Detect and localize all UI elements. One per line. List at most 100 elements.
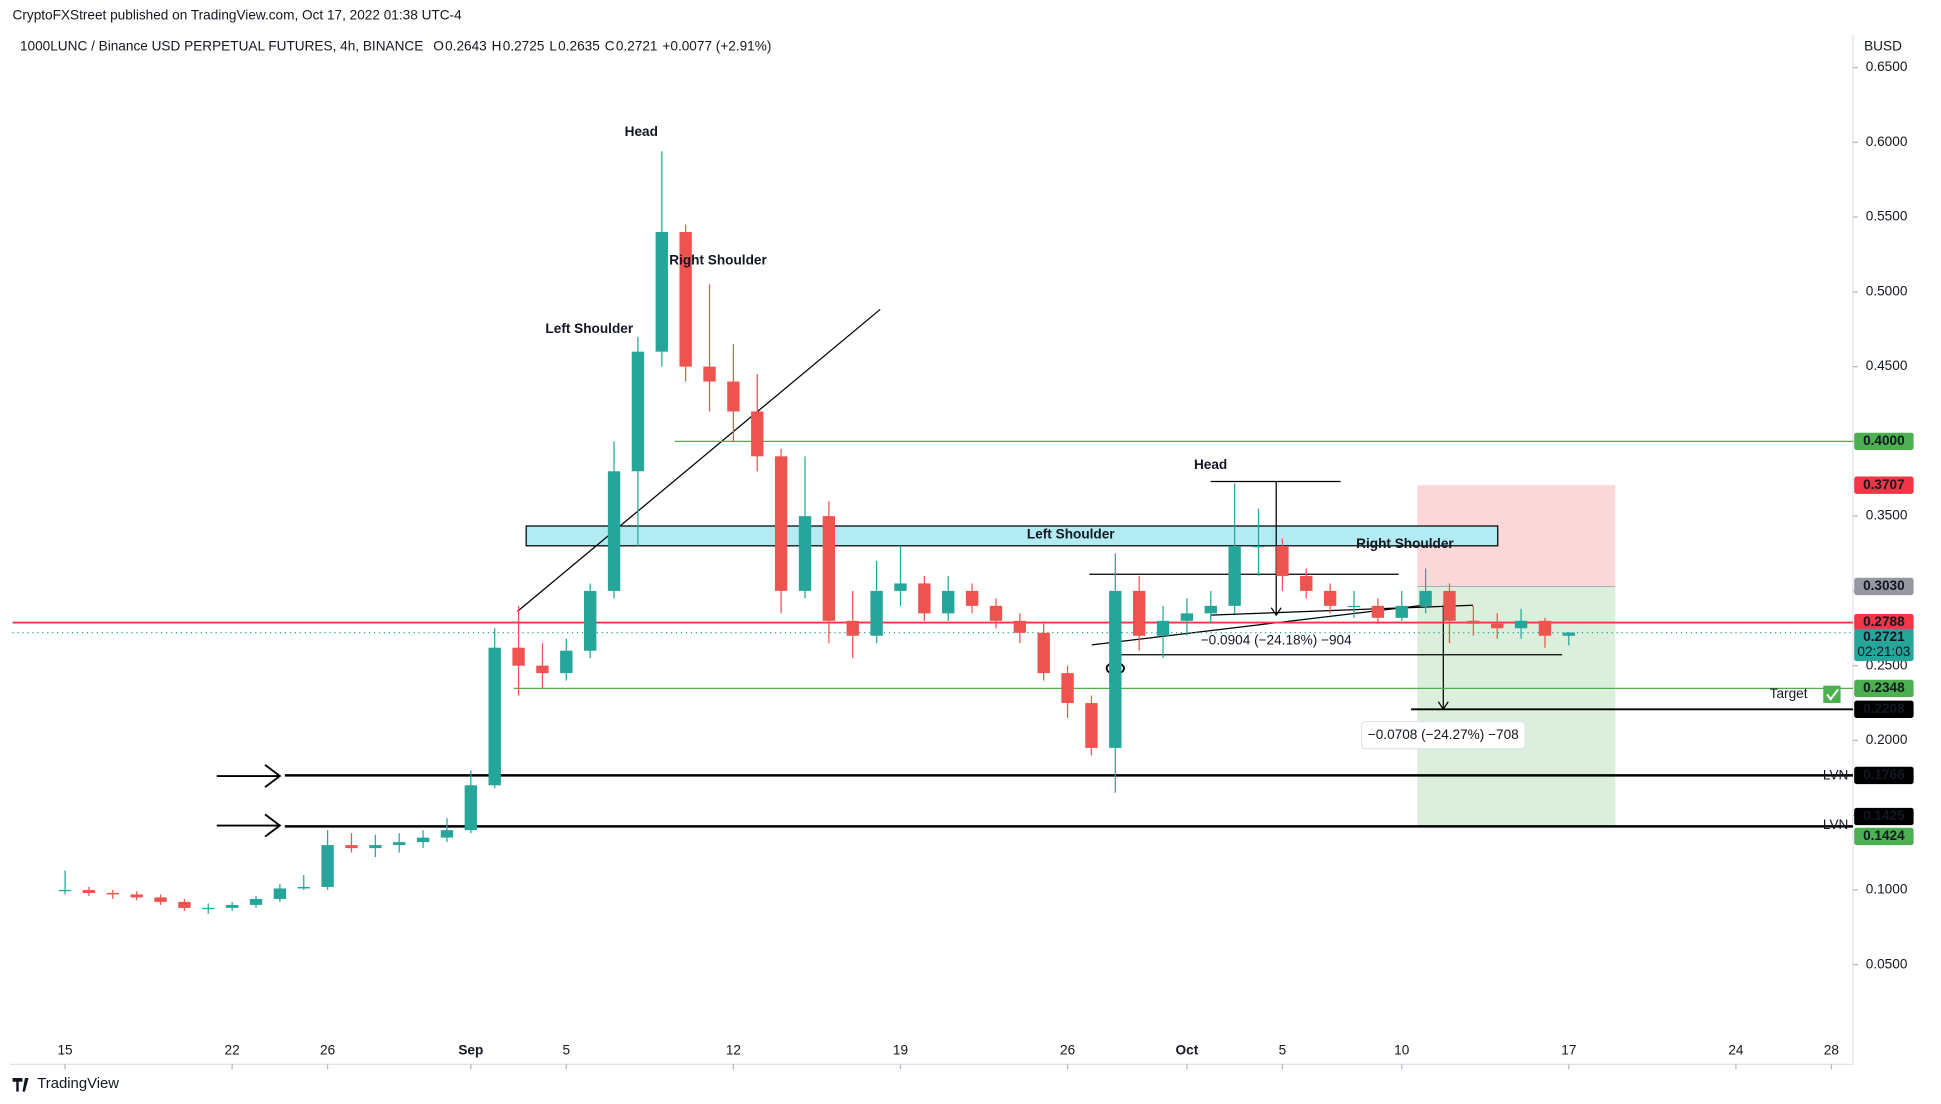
candle-body bbox=[416, 837, 430, 843]
candle-body bbox=[1276, 546, 1289, 576]
candle-body bbox=[1180, 613, 1194, 621]
candle-body bbox=[464, 785, 478, 831]
candle-body bbox=[1252, 546, 1265, 548]
legend-key: H bbox=[492, 39, 502, 54]
candle-body bbox=[846, 620, 859, 636]
arrow-head bbox=[1270, 607, 1282, 617]
lvn-arrow bbox=[216, 813, 282, 838]
candle-body bbox=[560, 650, 573, 674]
candle-body bbox=[488, 647, 501, 786]
x-tick-label: 24 bbox=[1728, 1042, 1744, 1057]
candle-body bbox=[798, 516, 812, 591]
candle-body bbox=[202, 907, 215, 910]
candle-body bbox=[918, 583, 931, 614]
publish-header: CryptoFXStreet published on TradingView.… bbox=[13, 8, 463, 23]
x-tick-label: Sep bbox=[458, 1042, 483, 1057]
candle-body bbox=[1395, 605, 1408, 618]
x-tick-label: 5 bbox=[563, 1042, 571, 1057]
neckline bbox=[1091, 604, 1424, 646]
pattern-line bbox=[1210, 604, 1474, 616]
x-tick-label: Oct bbox=[1176, 1042, 1199, 1057]
price-tag bbox=[1854, 432, 1914, 451]
candle-body bbox=[249, 898, 263, 905]
candle-body bbox=[1109, 590, 1122, 748]
y-tick-label: 0.2000 bbox=[1866, 732, 1908, 747]
price-tag-label: 0.2348 bbox=[1863, 680, 1905, 695]
lvn-label: LVN bbox=[1823, 768, 1848, 783]
candle-body bbox=[1443, 590, 1456, 621]
y-tick-label: 0.4500 bbox=[1866, 358, 1908, 373]
candle-body bbox=[273, 888, 287, 899]
candle-body bbox=[751, 411, 764, 457]
price-tag-countdown: 02:21:03 bbox=[1857, 644, 1910, 659]
price-tag-label: 0.4000 bbox=[1863, 433, 1905, 448]
price-tag bbox=[1854, 613, 1914, 632]
y-tick-label: 0.6000 bbox=[1866, 134, 1908, 149]
measure-label: −0.0904 (−24.18%) −904 bbox=[1201, 633, 1352, 648]
candle-body bbox=[1538, 620, 1552, 636]
candle-body bbox=[1228, 546, 1241, 606]
x-tick-label: 17 bbox=[1561, 1042, 1576, 1057]
plot: 1000LUNC / Binance USD PERPETUAL FUTURES… bbox=[12, 39, 1914, 1070]
symbol-title: 1000LUNC / Binance USD PERPETUAL FUTURES… bbox=[20, 39, 423, 54]
measure-box bbox=[1360, 720, 1526, 750]
candle-body bbox=[297, 886, 310, 889]
legend-value: 0.2725 bbox=[503, 39, 545, 54]
candle-body bbox=[727, 381, 740, 412]
candle-body bbox=[512, 647, 525, 666]
candle-body bbox=[369, 845, 382, 849]
candle-body bbox=[870, 590, 883, 636]
price-tag-label: 0.3707 bbox=[1863, 477, 1905, 492]
candle-body bbox=[58, 889, 72, 892]
candle-body bbox=[965, 590, 979, 606]
x-tick-label: 22 bbox=[225, 1042, 240, 1057]
pattern-label: Left Shoulder bbox=[545, 321, 633, 336]
pattern-label: Head bbox=[1194, 457, 1227, 472]
trend-line bbox=[517, 308, 881, 612]
x-tick-label: 19 bbox=[893, 1042, 908, 1057]
x-tick-label: 5 bbox=[1279, 1042, 1287, 1057]
pattern-label: Left Shoulder bbox=[1027, 526, 1115, 541]
candle-body bbox=[106, 892, 119, 895]
candle-body bbox=[822, 516, 836, 621]
target-check bbox=[1823, 685, 1841, 703]
x-tick-label: 28 bbox=[1824, 1042, 1839, 1057]
candle-body bbox=[1156, 620, 1170, 636]
candle-body bbox=[1132, 590, 1146, 636]
price-tag bbox=[1854, 807, 1914, 826]
candle-body bbox=[703, 366, 716, 382]
candle-body bbox=[1562, 632, 1576, 636]
price-tag-label: 0.1424 bbox=[1863, 828, 1905, 843]
footer-logo bbox=[12, 1078, 29, 1092]
candle-body bbox=[655, 232, 668, 352]
candle-body bbox=[536, 665, 549, 674]
candle-body bbox=[1204, 605, 1217, 614]
candle-body bbox=[1491, 623, 1504, 629]
x-tick-label: 26 bbox=[320, 1042, 335, 1057]
measure-label: −0.0708 (−24.27%) −708 bbox=[1368, 727, 1519, 742]
candle-body bbox=[393, 842, 406, 846]
price-tag bbox=[1854, 577, 1914, 596]
lvn-arrow bbox=[216, 764, 282, 788]
legend-value: 0.2643 bbox=[445, 39, 487, 54]
pattern-label: Head bbox=[625, 124, 658, 139]
candle-body bbox=[631, 351, 645, 472]
price-tag-label: 0.1425 bbox=[1863, 808, 1905, 823]
candle-body bbox=[1323, 590, 1337, 606]
candle-body bbox=[1347, 605, 1361, 608]
candle-body bbox=[321, 845, 334, 887]
x-tick-label: 10 bbox=[1394, 1042, 1410, 1057]
candle-body bbox=[225, 904, 239, 908]
price-tag-label: 0.2721 bbox=[1863, 629, 1905, 644]
price-tag-label: 0.2788 bbox=[1863, 614, 1905, 629]
price-tag bbox=[1854, 700, 1914, 718]
price-tag bbox=[1854, 628, 1914, 662]
candle-body bbox=[178, 901, 191, 908]
legend-value: 0.2721 bbox=[616, 39, 658, 54]
candle-body bbox=[607, 471, 621, 591]
lvn-label: LVN bbox=[1823, 817, 1848, 832]
candle-body bbox=[942, 590, 955, 614]
